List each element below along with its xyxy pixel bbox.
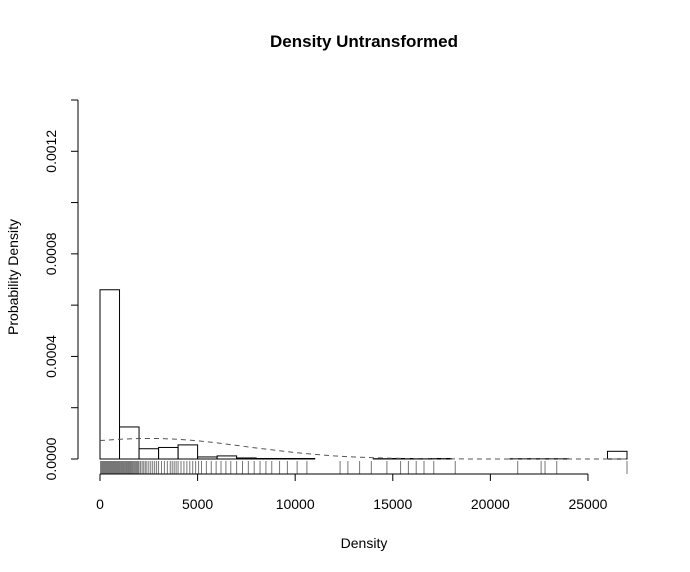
normal-curve-layer [99,437,627,460]
y-tick-label-0: 0.0000 [43,437,59,480]
histogram-bar-8 [255,457,277,460]
x-tick-label-3: 15000 [373,496,412,512]
histogram-bar-7 [236,457,257,460]
y-tick-label-4: 0.0008 [43,232,59,275]
y-axis: 0.0000 0.0004 0.0008 0.0012 [43,99,79,480]
histogram-bar-0 [99,289,121,460]
y-tick-label-2: 0.0004 [43,335,59,378]
histogram-bar-1 [119,426,140,460]
x-tick-label-1: 5000 [182,496,213,512]
histogram-bar-2 [138,448,160,460]
histogram-bar-9 [275,457,296,460]
rug-layer [100,461,628,474]
histogram-bar-5 [197,456,218,460]
histogram-bar-6 [216,455,238,460]
x-tick-label-2: 10000 [276,496,315,512]
histogram-bars [99,289,628,460]
x-tick-label-5: 25000 [568,496,607,512]
histogram-bar-10 [294,457,316,460]
chart-title: Density Untransformed [270,32,458,51]
histogram-bar-26 [606,450,628,460]
x-tick-label-0: 0 [96,496,104,512]
histogram-bar-3 [158,446,179,460]
x-axis-label: Density [341,535,388,551]
histogram-bar-4 [177,444,199,460]
y-axis-label: Probability Density [5,219,21,335]
x-tick-label-4: 20000 [471,496,510,512]
normal-density-curve [99,437,627,460]
x-axis: 0 5000 10000 15000 20000 25000 [96,473,608,512]
y-tick-label-6: 0.0012 [43,130,59,173]
